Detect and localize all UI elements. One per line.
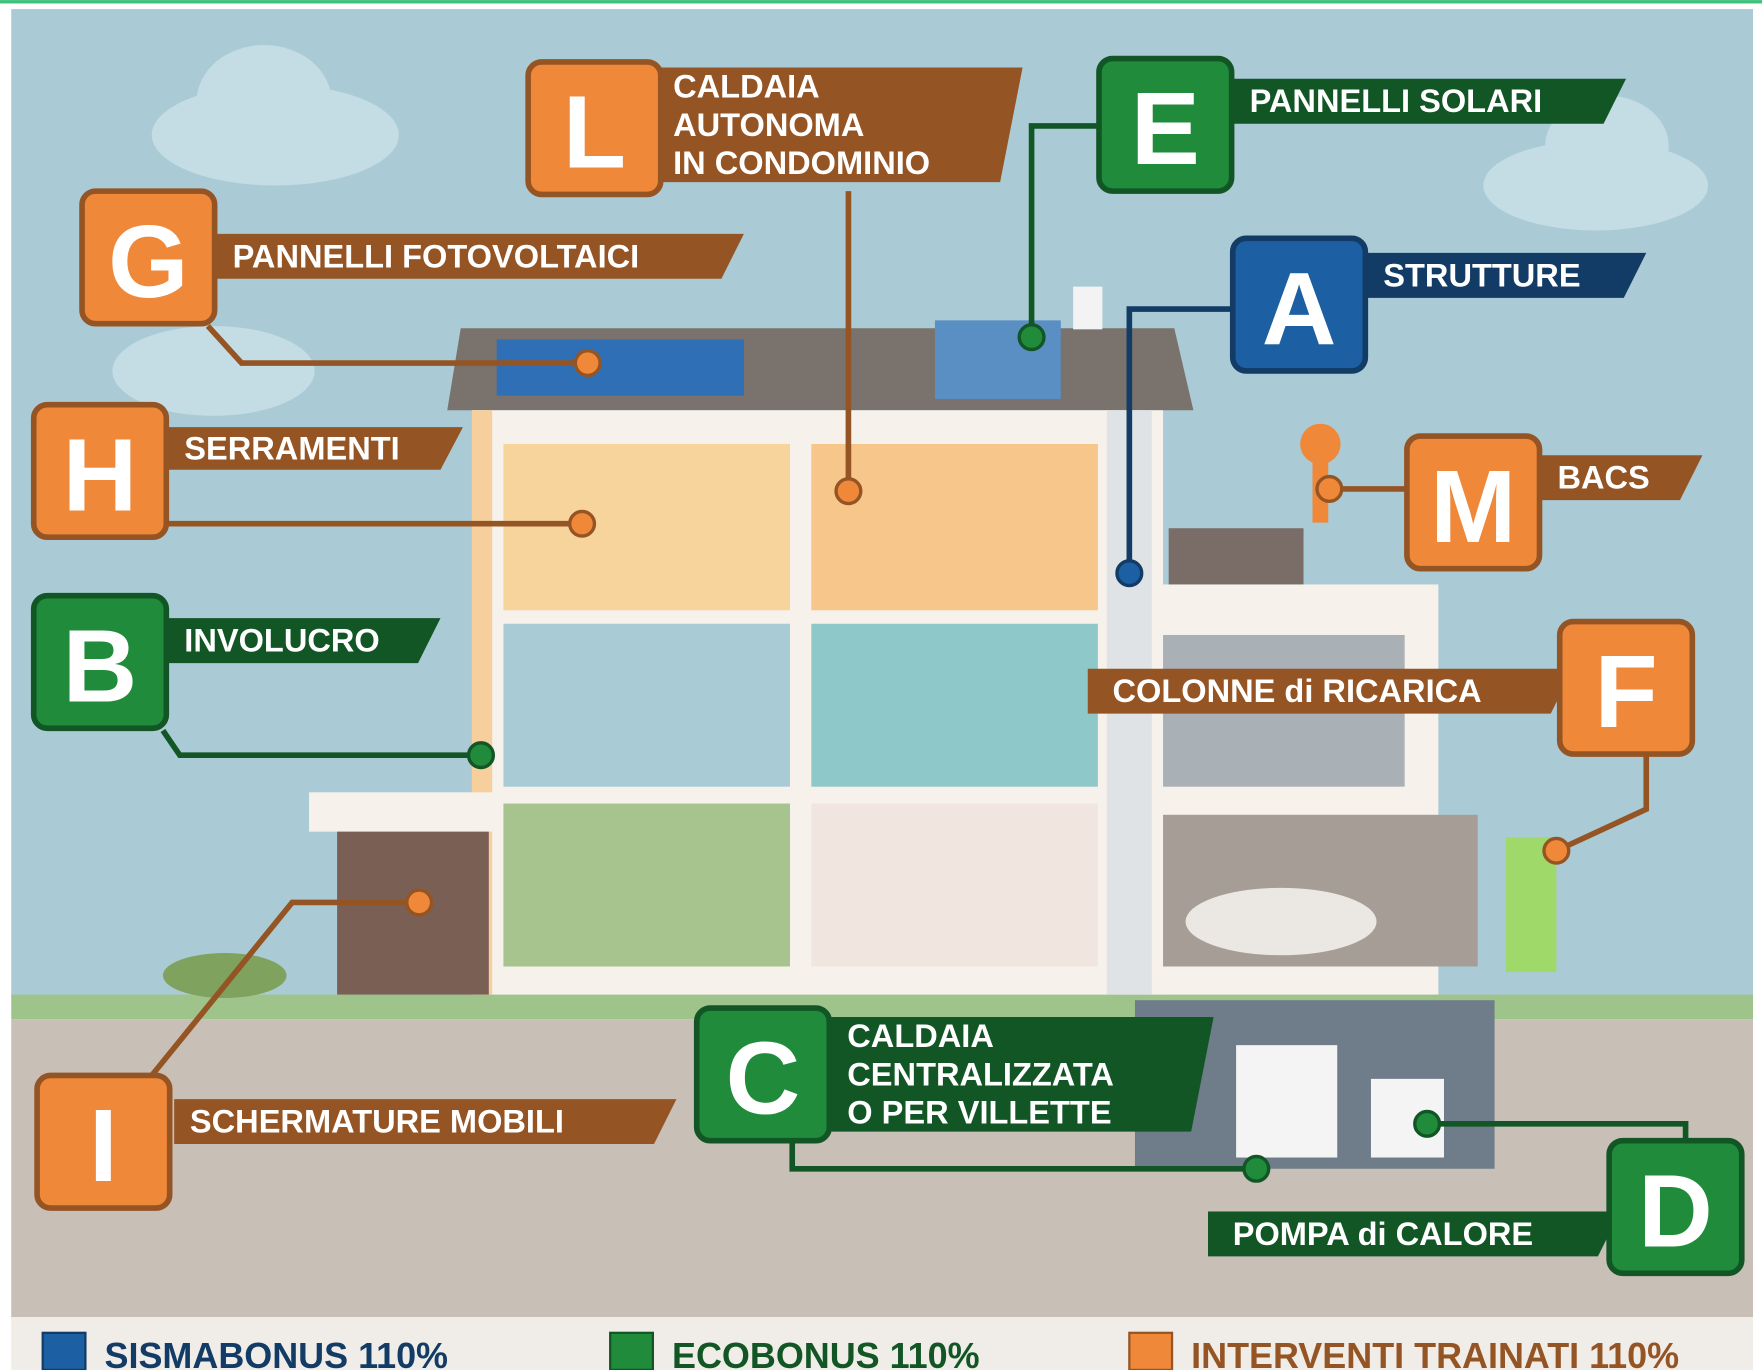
marker-label: CENTRALIZZATA bbox=[847, 1056, 1114, 1092]
connector-dot bbox=[1117, 561, 1142, 586]
marker-label: INVOLUCRO bbox=[184, 623, 379, 659]
legend-swatch bbox=[43, 1333, 86, 1370]
marker-label: SERRAMENTI bbox=[184, 430, 399, 466]
connector-dot bbox=[1415, 1111, 1440, 1136]
marker-label: POMPA di CALORE bbox=[1233, 1216, 1533, 1252]
connector-dot bbox=[1317, 477, 1342, 502]
marker-label: STRUTTURE bbox=[1383, 257, 1580, 293]
marker-letter: A bbox=[1262, 250, 1337, 366]
legend-swatch bbox=[610, 1333, 653, 1370]
marker-label: COLONNE di RICARICA bbox=[1112, 673, 1481, 709]
legend-swatch bbox=[1129, 1333, 1172, 1370]
marker-label: O PER VILLETTE bbox=[847, 1095, 1111, 1131]
legend-label: SISMABONUS 110% bbox=[105, 1335, 449, 1370]
connector-dot bbox=[1244, 1156, 1269, 1181]
marker-label: AUTONOMA bbox=[673, 107, 864, 143]
connector-dot bbox=[469, 743, 494, 768]
marker-letter: C bbox=[726, 1020, 801, 1136]
marker-label: BACS bbox=[1557, 460, 1649, 496]
connector-dot bbox=[570, 511, 595, 536]
marker-label: IN CONDOMINIO bbox=[673, 145, 930, 181]
marker-label: PANNELLI FOTOVOLTAICI bbox=[233, 238, 640, 274]
connector-dot bbox=[1019, 325, 1044, 350]
connector-dot bbox=[407, 890, 432, 915]
marker-letter: B bbox=[63, 607, 138, 723]
marker-label: SCHERMATURE MOBILI bbox=[190, 1104, 564, 1140]
marker-label: CALDAIA bbox=[673, 69, 820, 105]
marker-label: PANNELLI SOLARI bbox=[1250, 83, 1543, 119]
connector-dot bbox=[575, 351, 600, 376]
marker-letter: F bbox=[1594, 633, 1657, 749]
marker-letter: E bbox=[1131, 70, 1200, 186]
legend: SISMABONUS 110% ECOBONUS 110% INTERVENTI T… bbox=[11, 1317, 1753, 1370]
marker-letter: I bbox=[89, 1087, 118, 1203]
marker-letter: D bbox=[1638, 1152, 1713, 1268]
top-rule bbox=[0, 0, 1762, 3]
connector-dot bbox=[836, 479, 861, 504]
marker-letter: M bbox=[1430, 448, 1516, 564]
legend-label: ECOBONUS 110% bbox=[672, 1335, 980, 1370]
connector-dot bbox=[1544, 838, 1569, 863]
legend-label: INTERVENTI TRAINATI 110% bbox=[1191, 1335, 1679, 1370]
marker-letter: L bbox=[563, 74, 626, 190]
marker-letter: H bbox=[63, 416, 138, 532]
infographic: CALDAIAAUTONOMAIN CONDOMINIOLPANNELLI SO… bbox=[0, 0, 1762, 1370]
marker-letter: G bbox=[108, 203, 188, 319]
marker-label: CALDAIA bbox=[847, 1018, 994, 1054]
